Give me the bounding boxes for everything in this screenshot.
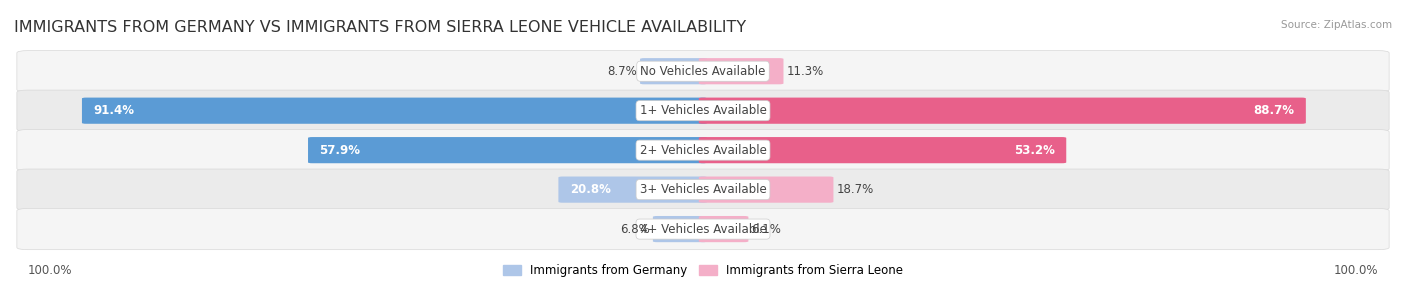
FancyBboxPatch shape (699, 98, 1306, 124)
Text: Source: ZipAtlas.com: Source: ZipAtlas.com (1281, 20, 1392, 30)
Text: 6.8%: 6.8% (620, 223, 650, 236)
Text: No Vehicles Available: No Vehicles Available (640, 65, 766, 78)
FancyBboxPatch shape (82, 98, 707, 124)
FancyBboxPatch shape (699, 176, 834, 203)
Text: 3+ Vehicles Available: 3+ Vehicles Available (640, 183, 766, 196)
Text: 91.4%: 91.4% (93, 104, 134, 117)
FancyBboxPatch shape (652, 216, 707, 242)
Text: 6.1%: 6.1% (751, 223, 782, 236)
Text: 18.7%: 18.7% (837, 183, 873, 196)
Legend: Immigrants from Germany, Immigrants from Sierra Leone: Immigrants from Germany, Immigrants from… (503, 264, 903, 277)
Text: 88.7%: 88.7% (1254, 104, 1295, 117)
Text: 2+ Vehicles Available: 2+ Vehicles Available (640, 144, 766, 157)
Text: 100.0%: 100.0% (1333, 265, 1378, 277)
Text: 100.0%: 100.0% (28, 265, 73, 277)
FancyBboxPatch shape (699, 216, 748, 242)
Text: 53.2%: 53.2% (1014, 144, 1054, 157)
Text: 57.9%: 57.9% (319, 144, 360, 157)
Text: 4+ Vehicles Available: 4+ Vehicles Available (640, 223, 766, 236)
FancyBboxPatch shape (308, 137, 707, 163)
FancyBboxPatch shape (17, 90, 1389, 131)
FancyBboxPatch shape (558, 176, 707, 203)
FancyBboxPatch shape (17, 208, 1389, 250)
Text: 11.3%: 11.3% (786, 65, 824, 78)
FancyBboxPatch shape (17, 169, 1389, 210)
FancyBboxPatch shape (17, 51, 1389, 92)
FancyBboxPatch shape (699, 137, 1066, 163)
Text: 8.7%: 8.7% (607, 65, 637, 78)
FancyBboxPatch shape (17, 130, 1389, 171)
Text: IMMIGRANTS FROM GERMANY VS IMMIGRANTS FROM SIERRA LEONE VEHICLE AVAILABILITY: IMMIGRANTS FROM GERMANY VS IMMIGRANTS FR… (14, 20, 747, 35)
Text: 20.8%: 20.8% (569, 183, 610, 196)
Text: 1+ Vehicles Available: 1+ Vehicles Available (640, 104, 766, 117)
FancyBboxPatch shape (699, 58, 783, 84)
FancyBboxPatch shape (640, 58, 707, 84)
